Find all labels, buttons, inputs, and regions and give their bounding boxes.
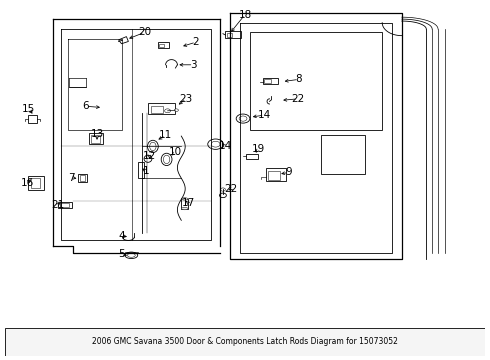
Ellipse shape — [127, 253, 135, 257]
Text: 8: 8 — [295, 75, 302, 84]
Text: 3: 3 — [190, 60, 197, 70]
Text: 23: 23 — [179, 94, 193, 104]
Text: 4: 4 — [118, 231, 125, 241]
Text: 10: 10 — [169, 147, 182, 157]
Bar — [89, 133, 103, 144]
Polygon shape — [119, 37, 128, 44]
Text: 11: 11 — [159, 130, 172, 140]
Circle shape — [220, 188, 225, 191]
Circle shape — [174, 109, 178, 112]
Text: 21: 21 — [51, 200, 65, 210]
Circle shape — [165, 109, 171, 113]
Bar — [60, 203, 69, 207]
Bar — [78, 174, 87, 182]
Text: 18: 18 — [238, 10, 252, 19]
Text: 9: 9 — [286, 167, 293, 177]
Text: 22: 22 — [291, 94, 305, 104]
Text: 2: 2 — [193, 37, 199, 47]
Bar — [151, 105, 163, 113]
Bar — [28, 115, 37, 123]
Text: 20: 20 — [138, 27, 151, 37]
Ellipse shape — [144, 155, 152, 162]
Text: 15: 15 — [22, 104, 35, 113]
Bar — [266, 168, 286, 181]
Bar — [28, 176, 44, 189]
Bar — [263, 78, 278, 84]
Bar — [246, 154, 258, 159]
Circle shape — [220, 193, 226, 198]
Bar — [58, 202, 72, 208]
Ellipse shape — [164, 155, 170, 163]
Circle shape — [239, 116, 247, 121]
Bar — [138, 162, 144, 177]
Ellipse shape — [161, 153, 172, 166]
Text: 12: 12 — [143, 150, 156, 161]
Text: 19: 19 — [252, 144, 266, 154]
Text: 16: 16 — [20, 178, 34, 188]
Ellipse shape — [125, 252, 138, 258]
Bar — [148, 103, 175, 114]
Ellipse shape — [147, 140, 158, 153]
Text: 2006 GMC Savana 3500 Door & Components Latch Rods Diagram for 15073052: 2006 GMC Savana 3500 Door & Components L… — [92, 338, 398, 346]
Circle shape — [208, 139, 223, 149]
Bar — [158, 42, 169, 48]
Bar — [181, 199, 188, 209]
Text: 1: 1 — [143, 166, 149, 176]
Bar — [264, 80, 271, 83]
Text: 22: 22 — [224, 184, 238, 194]
Text: 14: 14 — [219, 141, 232, 152]
Bar — [227, 33, 232, 37]
Text: 17: 17 — [182, 198, 196, 208]
Text: 7: 7 — [68, 172, 74, 183]
Bar — [250, 32, 382, 130]
Ellipse shape — [181, 198, 188, 200]
Bar — [225, 31, 241, 37]
Circle shape — [236, 114, 250, 123]
Ellipse shape — [181, 207, 188, 210]
Bar — [91, 135, 100, 143]
Text: 5: 5 — [118, 249, 125, 259]
Text: 14: 14 — [258, 110, 271, 120]
Ellipse shape — [150, 142, 156, 150]
Circle shape — [211, 141, 220, 147]
Bar — [80, 175, 85, 181]
Bar — [31, 177, 40, 188]
Bar — [268, 171, 280, 180]
Bar — [321, 135, 365, 174]
Text: 6: 6 — [82, 101, 89, 111]
Bar — [159, 44, 164, 47]
Text: 13: 13 — [90, 130, 104, 139]
